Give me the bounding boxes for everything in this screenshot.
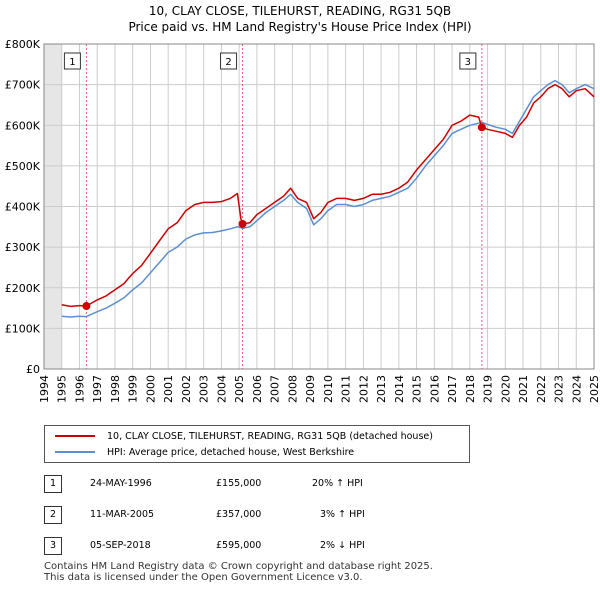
x-tick-label: 2001	[162, 375, 175, 403]
x-tick-label: 2009	[304, 375, 317, 403]
chart-subtitle: Price paid vs. HM Land Registry's House …	[128, 20, 472, 34]
footer-copyright: Contains HM Land Registry data © Crown c…	[44, 561, 433, 572]
sale-number-box	[220, 52, 238, 70]
transaction-hpi: 20% ↑ HPI	[312, 478, 363, 489]
y-tick-label: £300K	[5, 241, 41, 254]
transaction-price: £155,000	[216, 478, 262, 489]
x-tick-label: 2024	[570, 375, 583, 403]
x-tick-label: 2004	[215, 375, 228, 403]
footer-licence: This data is licensed under the Open Gov…	[44, 572, 363, 583]
x-tick-label: 2020	[499, 375, 512, 403]
x-tick-label: 1997	[91, 375, 104, 403]
legend-swatch-property	[55, 435, 95, 437]
sale-point	[238, 219, 247, 228]
transaction-price: £595,000	[216, 540, 262, 551]
x-tick-label: 2022	[535, 375, 548, 403]
transaction-date: 24-MAY-1996	[90, 478, 152, 489]
x-tick-label: 2014	[393, 375, 406, 403]
sale-number-box	[459, 52, 477, 70]
x-tick-label: 2002	[180, 375, 193, 403]
transaction-row: 3 05-SEP-2018 £595,000 2% ↓ HPI	[44, 537, 564, 555]
transaction-date: 11-MAR-2005	[90, 509, 155, 520]
x-tick-label: 1994	[38, 375, 51, 403]
x-tick-label: 2013	[375, 375, 388, 403]
y-tick-label: £0	[26, 363, 40, 376]
legend-label-property: 10, CLAY CLOSE, TILEHURST, READING, RG31…	[107, 430, 433, 442]
y-tick-label: £600K	[5, 119, 41, 132]
x-tick-label: 2015	[411, 375, 424, 403]
sale-point	[477, 123, 486, 132]
x-tick-label: 2019	[482, 375, 495, 403]
y-tick-label: £100K	[5, 322, 41, 335]
price-chart: £0 £100K £200K £300K £400K £500K £600K £700K £80…	[5, 38, 600, 403]
x-tick-label: 2003	[198, 375, 211, 403]
sale-point	[82, 302, 91, 311]
transaction-hpi: 3% ↑ HPI	[320, 509, 365, 520]
y-tick-label: £800K	[5, 38, 41, 51]
x-tick-label: 2021	[517, 375, 530, 403]
x-tick-label: 1999	[127, 375, 140, 403]
legend-swatch-hpi	[55, 451, 95, 453]
x-tick-label: 1996	[73, 375, 86, 403]
hpi-line	[61, 79, 595, 318]
x-tick-label: 2011	[340, 375, 353, 403]
transaction-number: 2	[44, 506, 62, 524]
footer: Contains HM Land Registry data © Crown c…	[44, 561, 433, 583]
x-tick-label: 2005	[233, 375, 246, 403]
x-tick-label: 1998	[109, 375, 122, 403]
x-tick-label: 2007	[269, 375, 282, 403]
x-tick-label: 2006	[251, 375, 264, 403]
x-tick-label: 2025	[588, 375, 600, 403]
x-tick-label: 2017	[446, 375, 459, 403]
y-tick-label: £700K	[5, 79, 41, 92]
transaction-row: 1 24-MAY-1996 £155,000 20% ↑ HPI	[44, 475, 564, 493]
sale-number-box	[63, 52, 81, 70]
x-tick-label: 2023	[553, 375, 566, 403]
transaction-hpi: 2% ↓ HPI	[320, 540, 365, 551]
transaction-row: 2 11-MAR-2005 £357,000 3% ↑ HPI	[44, 506, 564, 524]
x-tick-label: 2000	[144, 375, 157, 403]
x-tick-label: 1995	[56, 375, 69, 403]
plot-border	[43, 43, 595, 370]
transaction-number: 1	[44, 475, 62, 493]
chart-title: 10, CLAY CLOSE, TILEHURST, READING, RG31…	[148, 4, 452, 18]
x-tick-label: 2012	[357, 375, 370, 403]
x-tick-label: 2008	[286, 375, 299, 403]
x-tick-label: 2018	[464, 375, 477, 403]
transaction-number: 3	[44, 537, 62, 555]
legend-entry-property: 10, CLAY CLOSE, TILEHURST, READING, RG31…	[45, 428, 433, 444]
transaction-price: £357,000	[216, 509, 262, 520]
y-tick-label: £500K	[5, 160, 41, 173]
legend-entry-hpi: HPI: Average price, detached house, West…	[45, 444, 354, 460]
legend: 10, CLAY CLOSE, TILEHURST, READING, RG31…	[44, 425, 470, 463]
y-tick-label: £400K	[5, 201, 41, 214]
x-tick-label: 2016	[428, 375, 441, 403]
property-price-line	[61, 83, 595, 308]
sale-number-label: 1	[69, 57, 75, 68]
sale-number-label: 3	[465, 57, 471, 68]
legend-label-hpi: HPI: Average price, detached house, West…	[107, 446, 355, 458]
x-tick-label: 2010	[322, 375, 335, 403]
transaction-date: 05-SEP-2018	[90, 540, 151, 551]
y-tick-label: £200K	[5, 282, 41, 295]
sale-number-label: 2	[225, 57, 231, 68]
